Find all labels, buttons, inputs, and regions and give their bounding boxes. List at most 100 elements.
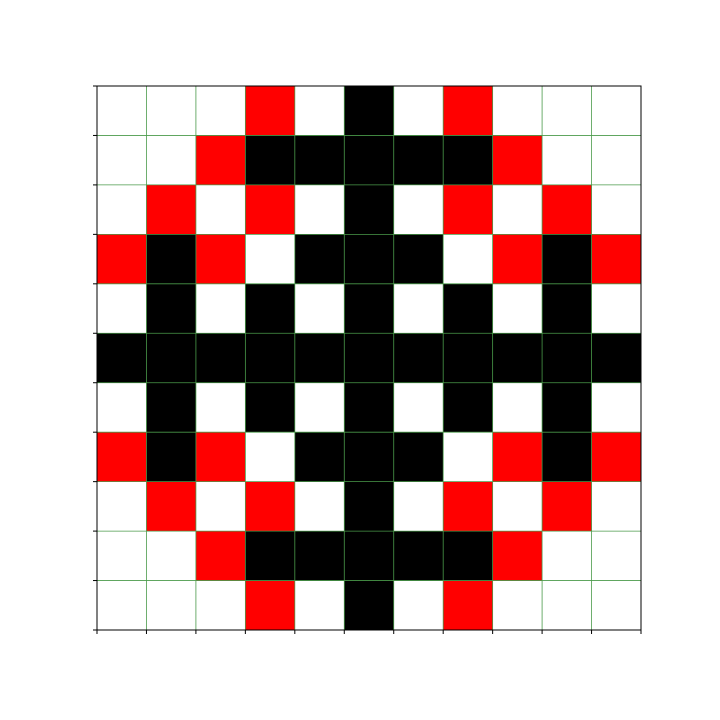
grid-cell — [195, 333, 246, 384]
grid-cell — [492, 234, 543, 285]
grid-cell — [245, 481, 296, 532]
grid-cell — [344, 333, 395, 384]
grid-cell — [492, 531, 543, 582]
grid-cell — [393, 382, 444, 433]
grid-cell — [195, 432, 246, 483]
grid-cell — [591, 382, 642, 433]
grid-cell — [97, 481, 147, 532]
grid-cell — [492, 333, 543, 384]
grid-cell — [146, 580, 197, 631]
grid-cell — [195, 135, 246, 186]
grid-cell — [443, 333, 494, 384]
grid-cell — [195, 184, 246, 235]
grid-cell — [542, 481, 593, 532]
grid-cell — [393, 531, 444, 582]
grid-cell — [294, 531, 345, 582]
grid-cell — [591, 531, 642, 582]
grid-cell — [492, 580, 543, 631]
grid-cell — [393, 184, 444, 235]
grid-cell — [97, 333, 147, 384]
grid-cell — [97, 531, 147, 582]
grid-cell — [443, 184, 494, 235]
grid-frame — [96, 85, 642, 631]
grid-cell — [344, 382, 395, 433]
grid-cell — [294, 382, 345, 433]
grid-cell — [393, 333, 444, 384]
grid-cell — [443, 580, 494, 631]
grid-cell — [492, 283, 543, 334]
grid-cell — [591, 135, 642, 186]
grid-cell — [393, 283, 444, 334]
grid-cell — [97, 432, 147, 483]
grid-cell — [443, 283, 494, 334]
grid-cell — [542, 283, 593, 334]
grid-cell — [195, 531, 246, 582]
grid-cell — [443, 432, 494, 483]
grid-cell — [542, 580, 593, 631]
grid-cell — [294, 135, 345, 186]
grid-cell — [393, 135, 444, 186]
grid-cell — [492, 481, 543, 532]
grid-cell — [146, 234, 197, 285]
grid-cell — [443, 531, 494, 582]
grid-cell — [195, 283, 246, 334]
grid-cell — [591, 580, 642, 631]
grid-cell — [245, 580, 296, 631]
grid-cell — [245, 531, 296, 582]
grid-cell — [393, 432, 444, 483]
grid-cell — [245, 234, 296, 285]
grid-cell — [146, 531, 197, 582]
grid-cell — [344, 234, 395, 285]
grid-cell — [97, 135, 147, 186]
grid-cell — [591, 283, 642, 334]
grid-cell — [195, 86, 246, 136]
grid-cell — [344, 481, 395, 532]
grid-cell — [443, 481, 494, 532]
grid-cell — [542, 432, 593, 483]
grid-cell — [245, 86, 296, 136]
grid-cell — [195, 580, 246, 631]
grid-cell — [245, 283, 296, 334]
grid-cell — [97, 283, 147, 334]
grid-cell — [195, 481, 246, 532]
grid-cell — [393, 234, 444, 285]
grid-cell — [542, 333, 593, 384]
grid-cell — [542, 382, 593, 433]
grid-cell — [344, 531, 395, 582]
grid-cell — [146, 382, 197, 433]
grid-cell — [393, 580, 444, 631]
grid-cell — [146, 333, 197, 384]
grid-cell — [294, 333, 345, 384]
grid-cell — [344, 432, 395, 483]
grid-cell — [344, 580, 395, 631]
grid-cell — [146, 283, 197, 334]
grid-cell — [146, 86, 197, 136]
grid-cell — [294, 86, 345, 136]
grid-cell — [591, 86, 642, 136]
grid-cell — [344, 283, 395, 334]
grid-cell — [542, 135, 593, 186]
grid-cell — [542, 184, 593, 235]
grid-cell — [245, 333, 296, 384]
grid-cell — [245, 184, 296, 235]
grid-cell — [591, 333, 642, 384]
grid-cell — [195, 382, 246, 433]
grid-cell — [97, 184, 147, 235]
grid-cell — [542, 234, 593, 285]
grid-cell — [146, 135, 197, 186]
grid-cell — [492, 382, 543, 433]
grid-cell — [344, 184, 395, 235]
grid-cell — [443, 86, 494, 136]
grid-cell — [591, 234, 642, 285]
grid-cell — [245, 432, 296, 483]
grid-cell — [97, 86, 147, 136]
grid-cell — [443, 234, 494, 285]
grid-cell — [97, 382, 147, 433]
grid-cell — [294, 481, 345, 532]
grid-cell — [542, 531, 593, 582]
grid-cell — [492, 432, 543, 483]
grid-cell — [294, 283, 345, 334]
grid-cell — [591, 432, 642, 483]
